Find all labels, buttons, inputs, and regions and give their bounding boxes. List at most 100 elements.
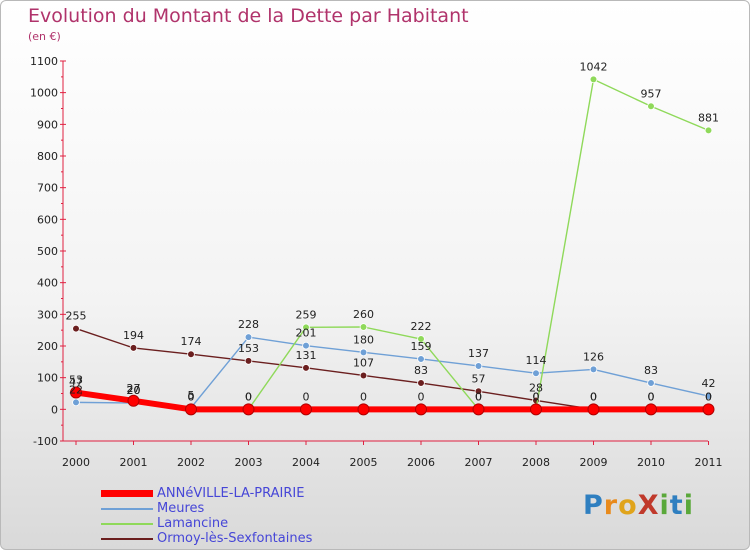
data-label: 83 (414, 364, 428, 377)
legend-swatch-anneville (101, 490, 153, 497)
data-label: 20 (127, 384, 141, 397)
y-tick-label: 400 (37, 277, 58, 290)
x-tick-label: 2006 (407, 456, 435, 469)
data-label: 126 (583, 350, 604, 363)
data-point (702, 403, 715, 416)
data-label: 0 (705, 390, 712, 403)
data-point (359, 371, 368, 380)
data-label: 28 (529, 381, 543, 394)
data-point (587, 403, 600, 416)
data-label: 0 (590, 390, 597, 403)
data-point (302, 341, 310, 350)
legend-label: Lamancine (157, 516, 229, 531)
data-point (474, 362, 483, 370)
data-point (359, 323, 368, 331)
data-label: 0 (303, 390, 310, 403)
data-label: 881 (698, 111, 719, 124)
data-point (359, 348, 368, 357)
data-label: 957 (641, 87, 662, 100)
data-label: 255 (66, 310, 87, 323)
data-label: 20 (127, 384, 141, 397)
data-label: 260 (353, 308, 374, 321)
data-label: 153 (238, 342, 259, 355)
y-tick-label: 200 (37, 340, 58, 353)
data-point (72, 324, 80, 333)
y-tick-label: 300 (37, 308, 58, 321)
legend-item-meures: Meures (101, 501, 312, 516)
x-tick-label: 2011 (695, 456, 723, 469)
data-label: 0 (188, 390, 195, 403)
series-line-2 (75, 78, 709, 411)
data-point (302, 364, 310, 372)
y-tick-label: 0 (51, 403, 58, 416)
y-tick-label: 500 (37, 245, 58, 258)
y-tick-label: -100 (33, 435, 58, 448)
data-point (72, 398, 80, 407)
x-tick-label: 2000 (62, 456, 90, 469)
data-point (704, 126, 713, 135)
x-tick-label: 2003 (235, 456, 263, 469)
data-point (647, 379, 655, 387)
data-label: 137 (468, 347, 489, 360)
y-tick-label: 100 (37, 372, 58, 385)
data-label: 180 (353, 333, 374, 346)
x-tick-label: 2009 (580, 456, 608, 469)
data-point (187, 350, 195, 359)
data-label: 0 (705, 390, 712, 403)
data-label: 0 (590, 390, 597, 403)
data-point (589, 75, 598, 84)
data-label: 228 (238, 318, 259, 331)
legend-label: Ormoy-lès-Sexfontaines (157, 531, 313, 546)
legend-item-lamancine: Lamancine (101, 516, 312, 531)
data-label: 0 (533, 390, 540, 403)
data-point (474, 387, 483, 396)
data-label: 47 (69, 375, 83, 388)
legend-swatch-meures (101, 507, 153, 510)
y-tick-label: 900 (37, 118, 58, 131)
data-point (530, 403, 542, 416)
legend-swatch-ormoy (101, 537, 153, 540)
data-label: 201 (296, 327, 317, 340)
data-label: 0 (648, 390, 655, 403)
data-point (417, 355, 425, 363)
x-tick-label: 2005 (350, 456, 378, 469)
data-label: 114 (526, 354, 547, 367)
data-point (417, 335, 425, 343)
legend-swatch-lamancine (101, 522, 153, 525)
y-tick-label: 1100 (30, 55, 58, 68)
x-tick-label: 2001 (120, 456, 148, 469)
x-tick-label: 2004 (292, 456, 320, 469)
data-label: 0 (245, 390, 252, 403)
data-point (532, 369, 540, 378)
data-point (704, 392, 713, 400)
data-label: 0 (475, 390, 482, 403)
proxiti-logo: ProXiti (583, 490, 694, 521)
series-line-3 (75, 327, 709, 411)
data-label: 174 (181, 335, 202, 348)
chart-subtitle: (en €) (28, 30, 61, 43)
x-tick-label: 2008 (522, 456, 550, 469)
data-point (70, 386, 82, 399)
data-point (129, 344, 138, 352)
data-label: 194 (123, 329, 144, 342)
data-point (472, 403, 485, 416)
data-label: 159 (411, 340, 432, 353)
data-label: 5 (188, 389, 195, 402)
legend: ANNéVILLE-LA-PRAIRIE Meures Lamancine Or… (101, 486, 312, 546)
data-point (244, 333, 253, 341)
legend-label: ANNéVILLE-LA-PRAIRIE (157, 486, 305, 501)
x-tick-label: 2007 (465, 456, 493, 469)
data-label: 1042 (580, 60, 608, 73)
data-point (357, 403, 370, 416)
data-label: 0 (360, 390, 367, 403)
data-label: 27 (127, 382, 141, 395)
data-label: 0 (533, 390, 540, 403)
y-tick-label: 700 (37, 182, 58, 195)
data-label: 0 (648, 390, 655, 403)
y-tick-label: 800 (37, 150, 58, 163)
data-point (242, 403, 255, 416)
data-label: 22 (69, 383, 83, 396)
data-label: 0 (475, 390, 482, 403)
